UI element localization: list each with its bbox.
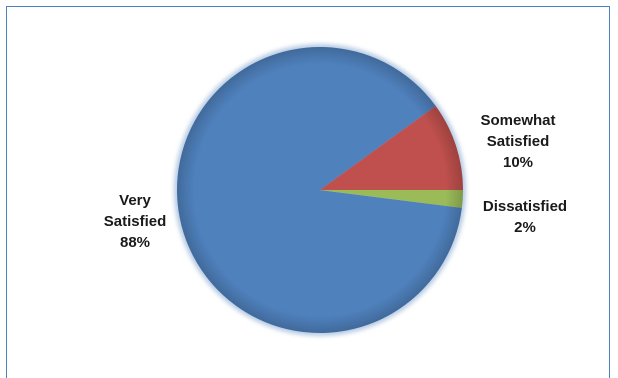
label-somewhat-satisfied-line: Somewhat — [480, 112, 555, 129]
pie-slices — [174, 44, 466, 336]
label-very-satisfied-line: Very — [119, 192, 151, 209]
label-very-satisfied-line: Satisfied — [104, 213, 167, 230]
chart-frame: Very Satisfied 88% Somewhat Satisfied 10% Diss… — [6, 6, 610, 378]
label-somewhat-satisfied-line: Satisfied — [487, 133, 550, 150]
label-dissatisfied-line: Dissatisfied — [483, 198, 567, 215]
pie-chart: Very Satisfied 88% Somewhat Satisfied 10% Diss… — [104, 44, 567, 336]
label-somewhat-satisfied-line: 10% — [503, 154, 533, 171]
label-somewhat-satisfied: Somewhat Satisfied 10% — [480, 112, 555, 171]
label-very-satisfied-line: 88% — [120, 234, 150, 251]
pie-labels: Very Satisfied 88% Somewhat Satisfied 10% Diss… — [104, 112, 567, 251]
label-dissatisfied-line: 2% — [514, 219, 536, 236]
label-dissatisfied: Dissatisfied 2% — [483, 198, 567, 236]
label-very-satisfied: Very Satisfied 88% — [104, 192, 167, 251]
pie-edge-shade — [177, 47, 463, 333]
